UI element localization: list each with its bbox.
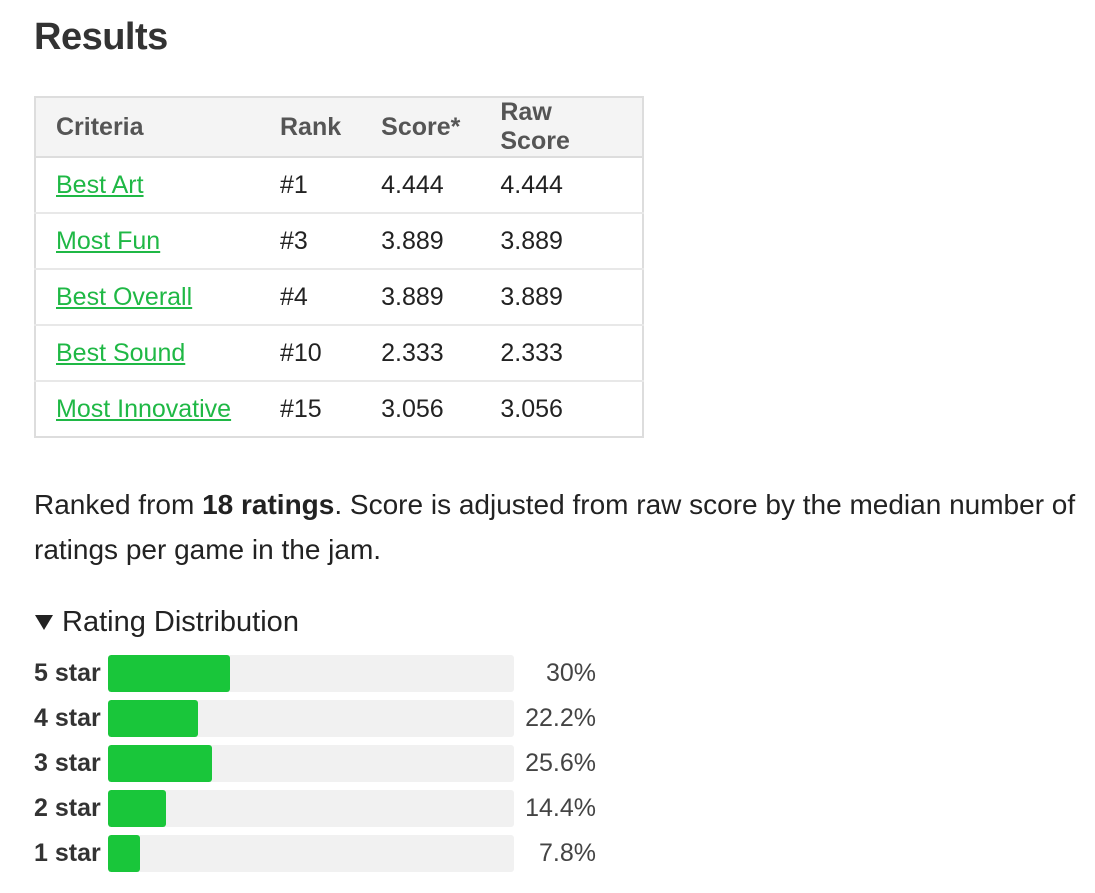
rank-cell: #10 <box>260 325 362 382</box>
criteria-link-best-art[interactable]: Best Art <box>56 170 144 199</box>
distribution-bar-fill <box>108 700 199 737</box>
score-cell: 2.333 <box>361 325 481 382</box>
rating-distribution-label: Rating Distribution <box>62 605 299 638</box>
triangle-down-icon <box>35 614 53 630</box>
distribution-percent: 14.4% <box>525 794 596 822</box>
score-cell: 3.056 <box>381 394 444 423</box>
raw-score-cell: 2.333 <box>480 325 644 382</box>
raw-score-cell: 3.056 <box>500 394 563 423</box>
score-cell: 4.444 <box>361 157 481 214</box>
distribution-row: 1 star 7.8% <box>34 834 1095 873</box>
score-cell: 3.889 <box>361 269 481 326</box>
header-rank: Rank <box>260 97 362 158</box>
distribution-bar-fill <box>108 655 230 692</box>
table-header-row: Criteria Rank Score* Raw Score <box>35 97 644 158</box>
distribution-percent: 7.8% <box>539 839 596 867</box>
distribution-bar-track <box>108 655 514 692</box>
distribution-percent: 30% <box>545 659 596 687</box>
distribution-bar-track <box>108 835 514 872</box>
page-title: Results <box>34 16 168 58</box>
star-label: 5 star <box>34 659 101 687</box>
table-row: Best Sound #10 2.333 2.333 <box>35 325 644 382</box>
raw-score-cell: 3.889 <box>480 269 644 326</box>
criteria-link-best-overall[interactable]: Best Overall <box>56 282 193 311</box>
table-row: Best Art #1 4.444 4.444 <box>35 157 644 214</box>
distribution-percent: 25.6% <box>525 749 596 777</box>
table-row: Most Fun #3 3.889 3.889 <box>35 213 644 270</box>
criteria-link-most-innovative[interactable]: Most Innovative <box>56 394 232 423</box>
rank-cell: #15 <box>280 394 322 423</box>
distribution-percent: 22.2% <box>525 704 596 732</box>
distribution-bar-fill <box>108 835 140 872</box>
table-row: Most Innovative #15 3.056 3.056 <box>35 381 643 437</box>
distribution-bar-track <box>108 745 514 782</box>
results-section: Results Criteria Rank Score* Raw Score B… <box>34 16 1095 873</box>
distribution-bar-fill <box>108 790 167 827</box>
header-criteria: Criteria <box>35 97 260 158</box>
score-cell: 3.889 <box>361 213 481 270</box>
raw-score-cell: 4.444 <box>480 157 644 214</box>
ranking-note: Ranked from 18 ratings. Score is adjuste… <box>34 482 1079 572</box>
header-raw-score: Raw Score <box>480 97 644 158</box>
ratings-count: 18 ratings <box>202 489 335 520</box>
results-table: Criteria Rank Score* Raw Score Best Art … <box>34 96 645 438</box>
rank-cell: #1 <box>260 157 362 214</box>
distribution-bar-track <box>108 790 514 827</box>
rating-distribution: 5 star 30% 4 star 22.2% 3 star 25.6% 2 s… <box>34 654 1095 873</box>
note-suffix: . Score is adjusted from raw score by th… <box>34 489 1076 565</box>
distribution-row: 4 star 22.2% <box>34 699 1095 738</box>
rating-distribution-toggle[interactable]: Rating Distribution <box>34 602 1095 642</box>
distribution-bar-fill <box>108 745 212 782</box>
criteria-link-most-fun[interactable]: Most Fun <box>56 226 161 255</box>
distribution-bar-track <box>108 700 514 737</box>
header-score: Score* <box>361 97 481 158</box>
distribution-row: 3 star 25.6% <box>34 744 1095 783</box>
star-label: 1 star <box>34 839 101 867</box>
note-prefix: Ranked from <box>34 489 203 520</box>
rank-cell: #3 <box>260 213 362 270</box>
distribution-row: 5 star 30% <box>34 654 1095 693</box>
distribution-row: 2 star 14.4% <box>34 789 1095 828</box>
star-label: 4 star <box>34 704 101 732</box>
criteria-link-best-sound[interactable]: Best Sound <box>56 338 186 367</box>
raw-score-cell: 3.889 <box>480 213 644 270</box>
table-row: Best Overall #4 3.889 3.889 <box>35 269 644 326</box>
star-label: 2 star <box>34 794 101 822</box>
star-label: 3 star <box>34 749 101 777</box>
rank-cell: #4 <box>260 269 362 326</box>
